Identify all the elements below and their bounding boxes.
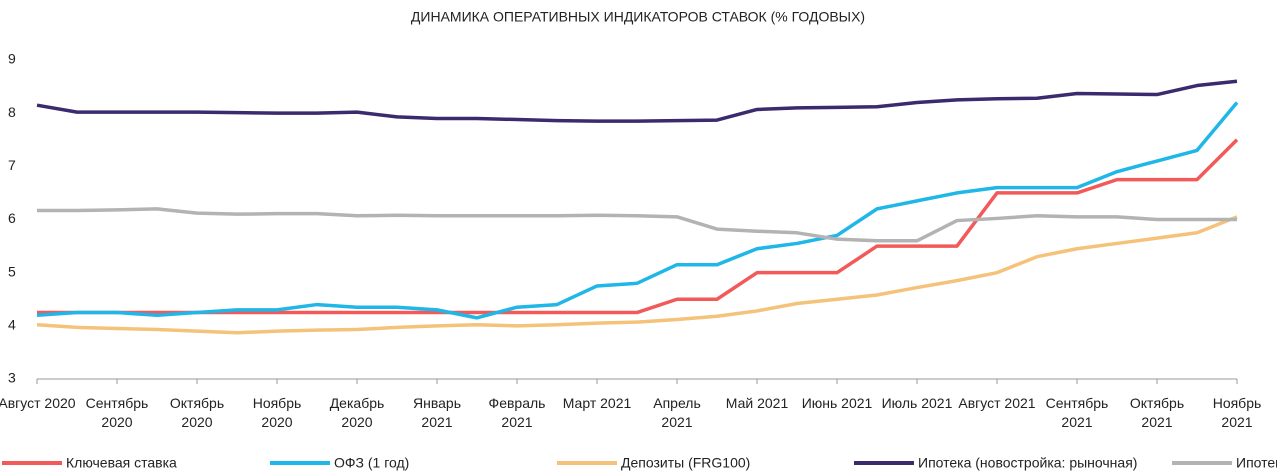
x-tick-label: Ноябрь 2020: [252, 395, 302, 430]
x-tick-label: Январь 2021: [413, 395, 461, 430]
x-tick-label: Декабрь 2020: [329, 395, 385, 430]
x-tick-label: Октябрь 2020: [169, 395, 225, 430]
y-tick-label: 4: [8, 317, 16, 333]
legend-label: ОФЗ (1 год): [334, 455, 409, 471]
y-tick-label: 3: [8, 370, 16, 386]
x-tick-label: Апрель 2021: [653, 395, 701, 430]
x-tick-label: Март 2021: [562, 395, 632, 411]
x-tick-label: Февраль 2021: [488, 395, 546, 430]
legend-label: Ключевая ставка: [66, 455, 177, 471]
series-line: [37, 207, 1237, 243]
x-tick-label: Август 2021: [958, 395, 1036, 411]
x-tick-label: Ноябрь 2021: [1212, 395, 1262, 430]
chart-title: ДИНАМИКА ОПЕРАТИВНЫХ ИНДИКАТОРОВ СТАВОК …: [411, 9, 865, 25]
x-tick-label: Август 2020: [0, 395, 76, 411]
y-tick-label: 6: [8, 210, 16, 226]
legend-label: Ипотека (новостройка: рыночная): [918, 455, 1137, 471]
legend-label: Депозиты (FRG100): [621, 455, 750, 471]
series-line: [36, 101, 1239, 320]
series-line: [36, 79, 1238, 123]
x-tick-label: Сентябрь 2020: [85, 395, 149, 430]
legend-label: Ипотека (новостройка: льготная): [1236, 455, 1277, 471]
x-tick-label: Октябрь 2021: [1129, 395, 1185, 430]
x-tick-label: Май 2021: [725, 395, 789, 411]
x-tick-label: Июнь 2021: [801, 395, 873, 411]
x-tick-label: Сентябрь 2021: [1045, 395, 1109, 430]
x-tick-label: Июль 2021: [881, 395, 953, 411]
y-tick-label: 8: [8, 104, 16, 120]
y-tick-label: 7: [8, 157, 16, 173]
series-line: [37, 138, 1239, 315]
series-line: [36, 215, 1238, 335]
y-tick-label: 5: [8, 263, 16, 279]
y-tick-label: 9: [8, 51, 16, 67]
